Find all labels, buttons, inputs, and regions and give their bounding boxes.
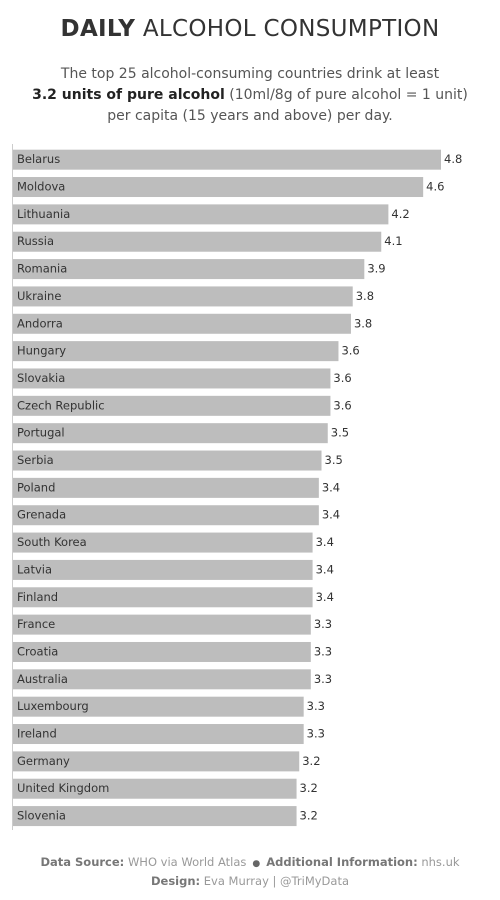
bar [13, 696, 304, 717]
subtitle: The top 25 alcohol-consuming countries d… [30, 64, 470, 127]
category-label: United Kingdom [17, 781, 109, 795]
category-label: Russia [17, 234, 54, 248]
value-label: 3.4 [316, 562, 334, 576]
value-label: 3.3 [314, 672, 332, 686]
value-label: 3.4 [316, 590, 334, 604]
value-label: 3.8 [356, 289, 374, 303]
footer-text: Eva Murray | @TriMyData [203, 874, 350, 888]
category-label: Finland [17, 590, 58, 604]
bar [13, 669, 311, 690]
category-label: Andorra [17, 316, 63, 330]
footer-text: nhs.uk [421, 855, 460, 869]
bar [13, 313, 351, 334]
bar [13, 641, 311, 662]
value-label: 3.6 [341, 344, 359, 358]
bar [13, 395, 331, 416]
category-label: Hungary [17, 344, 66, 358]
chart: Belarus 4.8 Moldova 4.6 Lithuania 4.2 Russia 4.… [12, 144, 462, 830]
bar [13, 559, 313, 580]
bar [13, 368, 331, 389]
category-label: Slovakia [17, 371, 65, 385]
bar [13, 231, 382, 252]
category-label: Grenada [17, 508, 66, 522]
category-label: Germany [17, 754, 70, 768]
value-label: 3.4 [322, 480, 340, 494]
value-label: 3.2 [302, 754, 320, 768]
value-label: 3.5 [325, 453, 343, 467]
category-label: Luxembourg [17, 699, 89, 713]
value-label: 3.2 [300, 809, 318, 823]
value-label: 3.3 [314, 617, 332, 631]
category-label: Ukraine [17, 289, 61, 303]
category-label: Croatia [17, 644, 58, 658]
subtitle-part: The top 25 alcohol-consuming countries d… [60, 66, 440, 82]
bar [13, 259, 365, 280]
bar [13, 450, 322, 471]
footer: Data Source: WHO via World Atlas ● Additio… [0, 854, 500, 890]
value-label: 3.6 [333, 398, 351, 412]
chart-title: DAILY ALCOHOL CONSUMPTION [0, 16, 500, 42]
bar [13, 751, 300, 772]
bar [13, 778, 297, 799]
footer-label: Additional Information: [266, 855, 418, 869]
bar [13, 177, 424, 198]
category-label: Poland [17, 480, 55, 494]
category-label: Belarus [17, 152, 60, 166]
category-label: Czech Republic [17, 398, 105, 412]
category-label: Latvia [17, 562, 52, 576]
separator: ● [252, 859, 261, 869]
bar [13, 587, 313, 608]
category-label: Lithuania [17, 207, 70, 221]
bar [13, 149, 441, 170]
bar [13, 505, 319, 526]
value-label: 3.8 [354, 316, 372, 330]
bar [13, 286, 353, 307]
category-label: Serbia [17, 453, 54, 467]
value-label: 4.1 [384, 234, 402, 248]
category-label: Romania [17, 262, 67, 276]
title-bold: DAILY [60, 16, 136, 42]
value-label: 3.3 [307, 699, 325, 713]
subtitle-part: (10ml/8g of pure alcohol = 1 unit) per c… [107, 87, 468, 124]
bar [13, 806, 297, 827]
category-label: Ireland [17, 727, 57, 741]
category-label: Slovenia [17, 809, 66, 823]
value-label: 3.9 [367, 262, 385, 276]
value-label: 3.4 [322, 508, 340, 522]
category-label: South Korea [17, 535, 87, 549]
bar [13, 341, 339, 362]
bar [13, 532, 313, 553]
value-label: 3.4 [316, 535, 334, 549]
title-rest: ALCOHOL CONSUMPTION [142, 16, 440, 42]
value-label: 4.2 [391, 207, 409, 221]
footer-text: WHO via World Atlas [127, 855, 247, 869]
value-label: 4.8 [444, 152, 462, 166]
category-label: Moldova [17, 180, 65, 194]
value-label: 3.3 [307, 727, 325, 741]
value-label: 3.5 [331, 426, 349, 440]
value-label: 3.6 [333, 371, 351, 385]
category-label: France [17, 617, 55, 631]
category-label: Portugal [17, 426, 65, 440]
value-label: 3.2 [300, 781, 318, 795]
subtitle-bold: 3.2 units of pure alcohol [32, 87, 225, 103]
bar [13, 423, 328, 444]
bar [13, 204, 389, 225]
footer-label: Design: [150, 874, 201, 888]
bar [13, 724, 304, 745]
category-label: Australia [17, 672, 68, 686]
value-label: 4.6 [426, 180, 444, 194]
value-label: 3.3 [314, 644, 332, 658]
bar [13, 614, 311, 635]
bar [13, 477, 319, 498]
footer-label: Data Source: [40, 855, 125, 869]
